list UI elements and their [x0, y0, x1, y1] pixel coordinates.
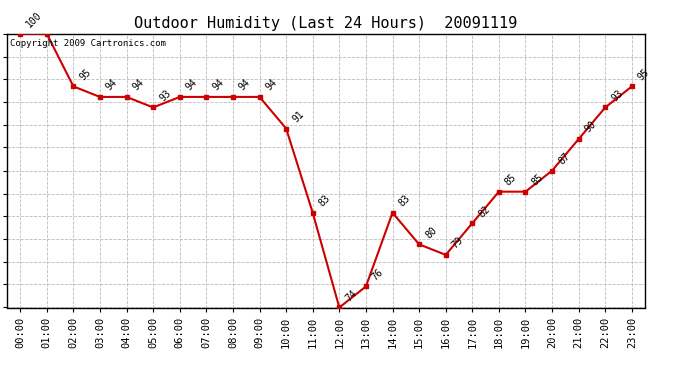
Title: Outdoor Humidity (Last 24 Hours)  20091119: Outdoor Humidity (Last 24 Hours) 2009111… — [135, 16, 518, 31]
Text: 85: 85 — [530, 172, 545, 188]
Text: 93: 93 — [609, 88, 625, 103]
Text: 94: 94 — [264, 77, 279, 93]
Text: 83: 83 — [397, 193, 412, 208]
Text: 82: 82 — [477, 204, 492, 219]
Text: 85: 85 — [503, 172, 518, 188]
Text: 94: 94 — [104, 77, 119, 93]
Text: 91: 91 — [290, 109, 306, 124]
Text: 80: 80 — [423, 225, 439, 240]
Text: 79: 79 — [450, 235, 465, 251]
Text: 94: 94 — [210, 77, 226, 93]
Text: 94: 94 — [237, 77, 253, 93]
Text: 95: 95 — [636, 67, 651, 82]
Text: 83: 83 — [317, 193, 333, 208]
Text: 94: 94 — [130, 77, 146, 93]
Text: Copyright 2009 Cartronics.com: Copyright 2009 Cartronics.com — [10, 39, 166, 48]
Text: 94: 94 — [184, 77, 199, 93]
Text: 76: 76 — [370, 267, 386, 282]
Text: 100: 100 — [24, 10, 44, 30]
Text: 74: 74 — [344, 288, 359, 303]
Text: 90: 90 — [583, 120, 598, 135]
Text: 95: 95 — [77, 67, 93, 82]
Text: 93: 93 — [157, 88, 172, 103]
Text: 87: 87 — [556, 151, 571, 166]
